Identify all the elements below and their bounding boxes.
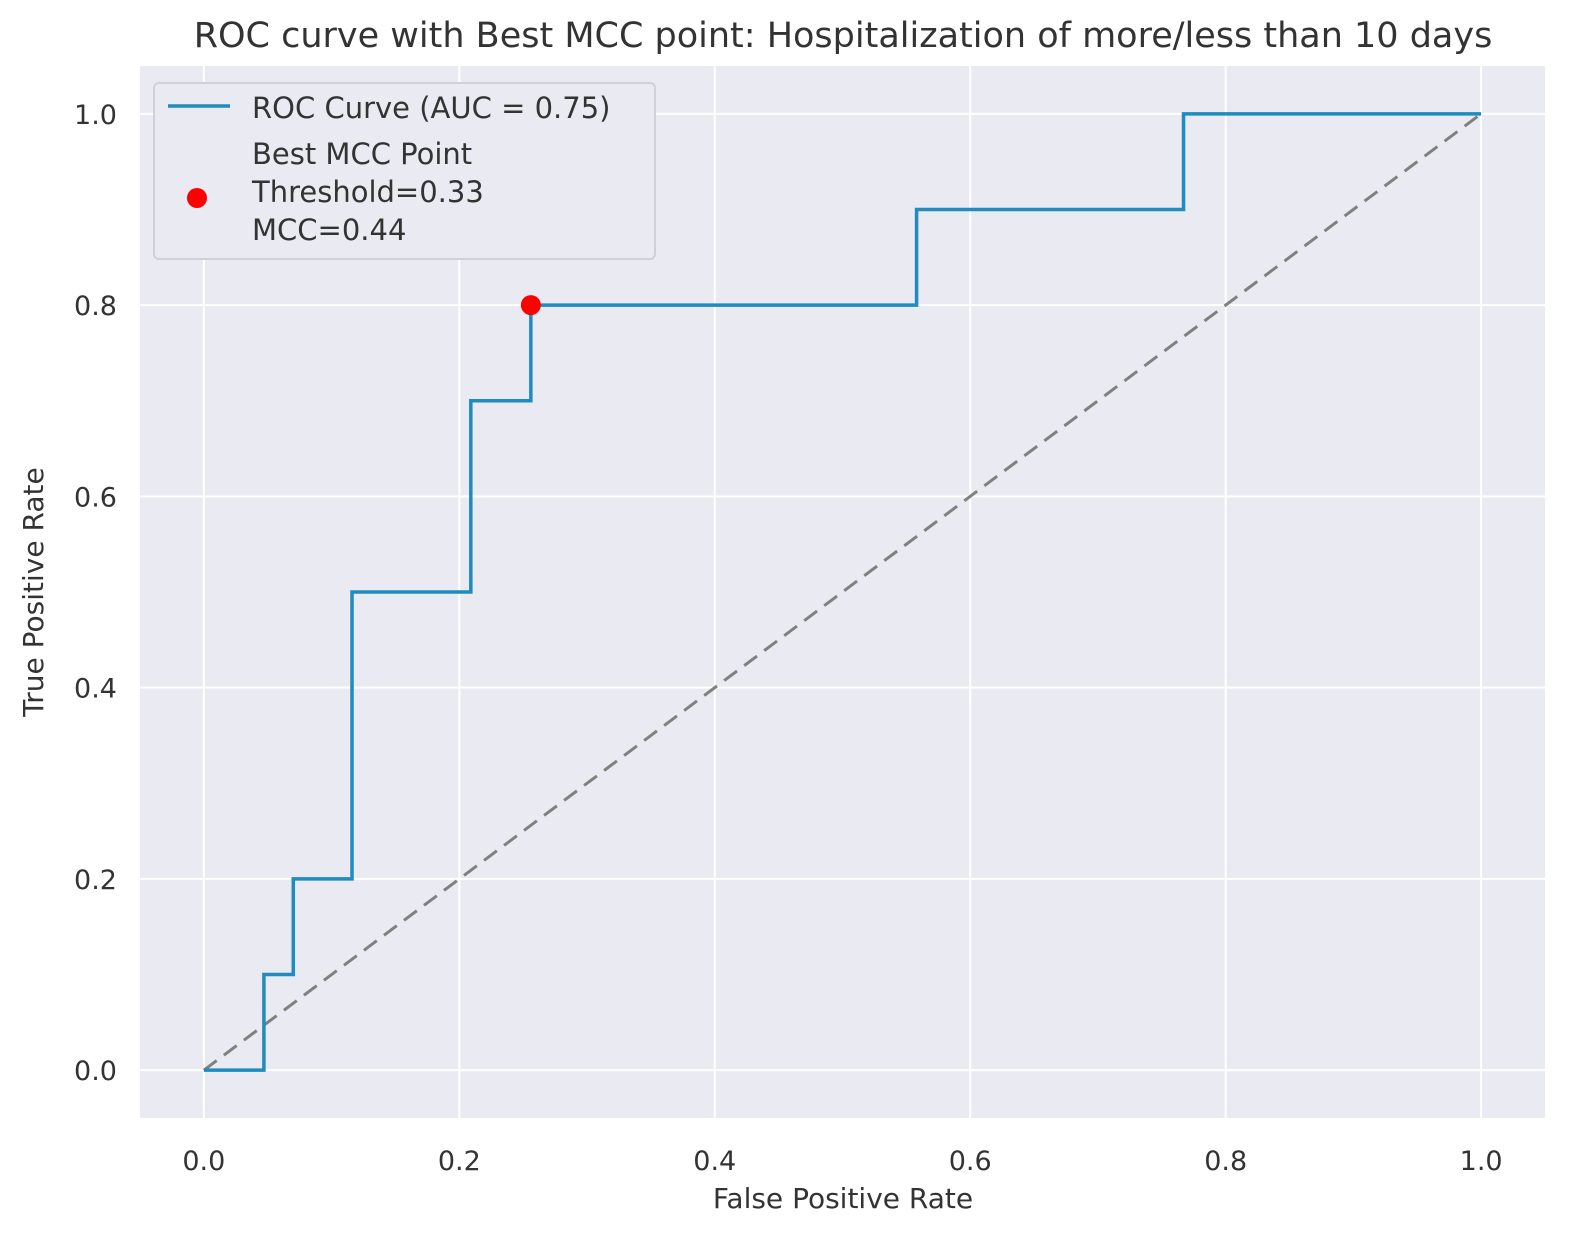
best-mcc-point: [520, 295, 541, 316]
y-tick-label-0: 0.0: [74, 1056, 117, 1087]
y-tick-label-3: 0.6: [74, 482, 117, 513]
x-tick-label-4: 0.8: [1204, 1146, 1247, 1177]
series-layer: [202, 112, 1483, 1072]
legend-threshold-label: Threshold=0.33: [251, 175, 484, 209]
x-tick-label-2: 0.4: [693, 1146, 736, 1177]
legend-box: [153, 82, 656, 260]
x-tick-label-0: 0.0: [182, 1146, 225, 1177]
x-tick-label-3: 0.6: [949, 1146, 992, 1177]
y-tick-label-4: 0.8: [74, 291, 117, 322]
legend-roc-label: ROC Curve (AUC = 0.75): [252, 91, 610, 125]
legend-best-point-swatch: [187, 188, 207, 208]
x-tick-label-1: 0.2: [438, 1146, 481, 1177]
chart-title: ROC curve with Best MCC point: Hospitali…: [194, 16, 1493, 56]
y-axis-label: True Positive Rate: [17, 467, 50, 717]
y-tick-label-5: 1.0: [74, 100, 117, 131]
y-tick-label-1: 0.2: [74, 865, 117, 896]
x-axis-label: False Positive Rate: [713, 1182, 973, 1215]
legend-mcc-label: MCC=0.44: [252, 213, 406, 247]
legend: ROC Curve (AUC = 0.75) Best MCC Point Th…: [153, 82, 656, 260]
roc-curve-line: [203, 112, 1482, 1072]
legend-best-point-label: Best MCC Point: [252, 137, 472, 171]
tick-labels: 0.0 0.2 0.4 0.6 0.8 1.0 0.0 0.2 0.4 0.6 0.8 1.0: [74, 100, 1503, 1177]
chance-diagonal-line: [202, 112, 1483, 1072]
y-tick-label-2: 0.4: [74, 674, 117, 705]
x-tick-label-5: 1.0: [1460, 1146, 1503, 1177]
